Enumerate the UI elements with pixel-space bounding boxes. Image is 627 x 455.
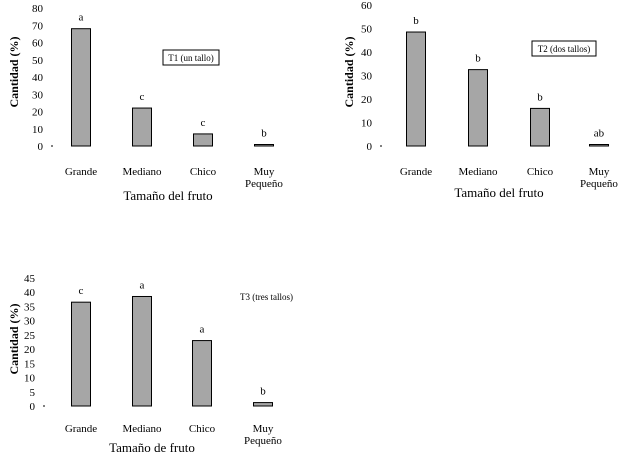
significance-letter: b [260, 386, 266, 398]
y-tick-label: 10 [32, 124, 44, 136]
y-tick-label: 50 [32, 55, 44, 67]
y-tick-label: 35 [24, 301, 36, 313]
bar-2 [132, 107, 152, 147]
significance-letter: b [537, 91, 543, 103]
significance-letter: a [200, 324, 205, 336]
y-tick-label: 30 [361, 71, 373, 83]
bar-4 [589, 144, 609, 147]
y-tick-label: 40 [32, 72, 44, 84]
significance-letter: a [79, 12, 84, 24]
bar-2 [132, 295, 152, 407]
y-tick-label: 40 [361, 47, 373, 59]
treatment-annotation: T3 (tres tallos) [240, 292, 293, 302]
significance-letter: c [201, 117, 206, 129]
y-tick-label: 25 [24, 330, 36, 342]
significance-letter: b [413, 15, 419, 27]
bar-1 [406, 31, 426, 147]
category-label: Muy Pequeño [245, 166, 283, 190]
bar-3 [530, 107, 550, 147]
significance-letter: ab [594, 128, 605, 140]
y-tick-label: 80 [32, 3, 44, 15]
category-label: Chico [189, 423, 216, 435]
bar-1 [71, 28, 91, 147]
y-tick-label: 60 [32, 38, 44, 50]
y-tick-label: 20 [32, 107, 44, 119]
chart-panel-3: 0 5 10 15 20 25 30 35 40 45 Cantidad (%) c Grande a Me… [7, 273, 293, 455]
chart-panel-2: 0 10 20 30 40 50 60 Cantidad (%) b Grande b Mediano… [342, 0, 618, 200]
bar-2 [468, 69, 488, 147]
category-label: Mediano [122, 166, 162, 178]
bar-1 [71, 301, 91, 407]
y-tick-label: 70 [32, 20, 44, 32]
y-tick-label: 10 [24, 373, 36, 385]
y-axis-label: Cantidad (%) [342, 36, 356, 107]
y-tick-label: 20 [24, 344, 36, 356]
y-tick-label: 15 [24, 358, 36, 370]
significance-letter: c [79, 285, 84, 297]
y-axis-label: Cantidad (%) [7, 36, 21, 107]
category-label: Muy Pequeño [580, 166, 618, 190]
bar-3 [192, 340, 212, 407]
bar-4 [253, 402, 273, 407]
category-label: Grande [400, 166, 432, 178]
annotation-box [531, 40, 597, 57]
x-axis-label: Tamaño de fruto [109, 440, 195, 455]
category-label: Chico [190, 166, 217, 178]
y-tick-label: 0 [367, 141, 373, 153]
treatment-annotation: T2 (dos tallos) [538, 44, 591, 54]
y-tick-label: 45 [24, 273, 36, 285]
annotation-box [162, 49, 220, 66]
category-label: Mediano [458, 166, 498, 178]
x-axis-label: Tamaño del fruto [123, 188, 212, 203]
y-tick-label: 0 [30, 401, 36, 413]
y-tick-label: 40 [24, 287, 36, 299]
treatment-annotation: T1 (un tallo) [168, 53, 214, 63]
significance-letter: b [475, 53, 481, 65]
category-label: Chico [527, 166, 554, 178]
y-tick-label: 0 [38, 141, 44, 153]
y-tick-label: 60 [361, 0, 373, 12]
y-tick-label: 30 [24, 316, 36, 328]
chart-panel-1: 0 10 20 30 40 50 60 70 80 Cantidad (%) a Grande c Med… [7, 3, 283, 203]
category-label: Grande [65, 423, 97, 435]
y-tick-label: 10 [361, 118, 373, 130]
x-axis-label: Tamaño del fruto [454, 185, 543, 200]
significance-letter: b [261, 128, 267, 140]
significance-letter: c [140, 91, 145, 103]
bar-3 [193, 133, 213, 147]
y-tick-label: 30 [32, 89, 44, 101]
category-label: Muy Pequeño [244, 423, 282, 447]
category-label: Mediano [122, 423, 162, 435]
category-label: Grande [65, 166, 97, 178]
y-axis-label: Cantidad (%) [7, 303, 21, 374]
significance-letter: a [140, 279, 145, 291]
y-tick-label: 50 [361, 24, 373, 36]
bar-4 [254, 144, 274, 147]
y-tick-label: 20 [361, 94, 373, 106]
y-tick-label: 5 [30, 387, 36, 399]
